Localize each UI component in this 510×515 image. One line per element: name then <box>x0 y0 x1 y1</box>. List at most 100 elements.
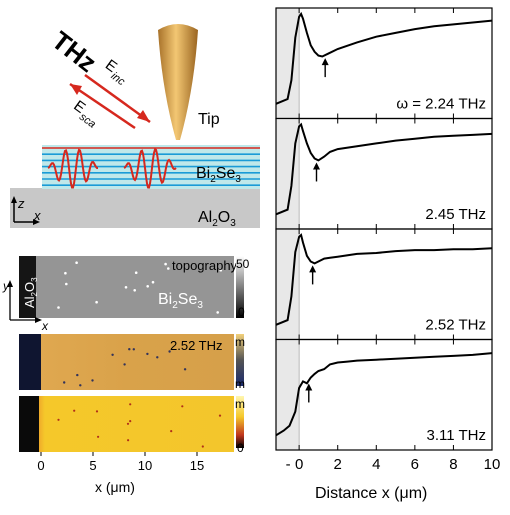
maps-y-label: y <box>2 279 10 293</box>
series-line <box>275 352 493 437</box>
substrate-shade <box>276 339 300 450</box>
topography-particle <box>75 261 78 265</box>
maps-x-arrowhead <box>35 317 42 323</box>
heat-cbar-bottom-label: 0 <box>237 441 244 455</box>
topography-particle <box>167 267 170 270</box>
series-label: ω = 2.24 THz <box>396 96 486 113</box>
thz-particle <box>128 348 131 351</box>
scattered-beam <box>69 82 136 130</box>
heat-map-particles <box>57 403 222 448</box>
maps-x-label: x <box>41 319 49 333</box>
film-quintuple-layers <box>42 147 260 186</box>
topography-particle <box>57 306 60 309</box>
feature-arrowhead <box>313 162 320 170</box>
topography-particle <box>65 282 68 286</box>
topography-colorbar <box>236 256 244 318</box>
heat-particle <box>170 430 173 433</box>
thz-map-label: 2.52 THz <box>170 338 223 353</box>
substrate-shade <box>276 118 300 229</box>
tip-label: Tip <box>198 111 220 128</box>
heat-particle <box>97 435 100 438</box>
heat-colorbar <box>236 396 244 448</box>
guided-wave-right <box>123 148 177 189</box>
thz-particle <box>168 350 171 353</box>
topography-particle <box>219 268 223 272</box>
x-tick-label: 6 <box>411 456 419 473</box>
scattered-beam-arrowhead <box>70 84 82 95</box>
topography-particle <box>64 271 67 275</box>
thz-particle <box>62 381 66 384</box>
thz-particle <box>111 353 114 356</box>
maps-x-ticks: 0 5 10 15 <box>37 452 204 473</box>
line-profile-chart: ω = 2.24 THz 2.45 THz 2.52 THz 3.11 THz 0 2 4 6… <box>275 7 501 473</box>
topo-cbar-top-label: 50 <box>236 257 250 271</box>
heat-particle <box>218 414 222 417</box>
incident-beam-arrowhead <box>137 110 150 122</box>
series-line <box>275 233 493 326</box>
series-line <box>275 11 493 105</box>
series-label: 2.52 THz <box>425 317 486 334</box>
topography-particle <box>124 286 128 289</box>
thz-map-particles <box>62 348 187 387</box>
schematic-z-label: z <box>17 196 25 211</box>
substrate-shade <box>276 229 300 340</box>
thz-cbar-top-label: m <box>235 335 245 349</box>
feature-arrowhead <box>321 58 329 66</box>
thz-map <box>19 334 234 390</box>
topography-particles <box>57 261 223 314</box>
maps-y-arrowhead <box>7 280 13 287</box>
near-field-maps: topography Bi2Se3 Al2O3 50 0 y x 2.52 TH… <box>2 256 250 495</box>
x-axis-arrowhead <box>33 219 40 225</box>
series-line <box>275 122 493 216</box>
tip-shape <box>158 24 198 140</box>
heat-particle <box>129 403 132 406</box>
x-tick-label: 4 <box>372 456 380 473</box>
topo-film-label: Bi2Se3 <box>158 291 203 311</box>
heat-particle <box>127 439 130 442</box>
panel-frame <box>275 338 493 451</box>
x-tick-label: - <box>286 456 291 473</box>
x-tick-label: 10 <box>484 456 501 473</box>
thz-particle <box>79 384 82 387</box>
maps-x-tick-label: 10 <box>138 458 152 473</box>
series-label: 2.45 THz <box>425 206 486 223</box>
heat-particle <box>73 409 76 412</box>
heat-map <box>19 396 234 452</box>
heat-cbar-top-label: m <box>235 397 245 411</box>
thz-particle <box>183 368 187 371</box>
heat-particle <box>201 445 204 448</box>
topography-particle <box>164 262 167 266</box>
heat-particle <box>129 420 132 423</box>
thz-map-substrate <box>19 334 41 390</box>
topography-particle <box>95 300 98 304</box>
series-label: 3.11 THz <box>427 427 486 444</box>
topography-particle <box>133 289 136 292</box>
thz-cbar-bottom-label: m <box>235 377 245 391</box>
schematic-x-label: x <box>33 208 41 223</box>
x-tick-label: 0 <box>295 456 303 473</box>
feature-arrowhead <box>309 265 317 273</box>
feature-arrowhead <box>305 383 313 391</box>
topography-particle <box>146 285 149 288</box>
substrate-block <box>10 188 260 228</box>
chart-xlabel: Distance x (μm) <box>315 485 427 502</box>
guided-wave-left <box>47 148 98 189</box>
maps-xlabel: x (μm) <box>95 479 135 495</box>
heat-particle <box>126 422 130 425</box>
thz-particle <box>132 348 135 351</box>
topography-substrate-region <box>19 256 36 318</box>
thz-particle <box>123 363 126 366</box>
thz-particle <box>146 352 149 356</box>
heat-particle <box>95 410 99 413</box>
substrate-label: Al2O3 <box>198 209 236 229</box>
substrate-shade <box>276 8 300 119</box>
incident-beam <box>84 73 151 124</box>
topo-substrate-label: Al2O3 <box>22 277 39 308</box>
z-axis-arrowhead <box>11 196 17 203</box>
thz-particle <box>91 379 94 382</box>
schematic-panel: THz E inc E sca Tip Al2O3 Bi2Se3 z <box>10 24 260 229</box>
topography-particle <box>151 280 155 284</box>
thz-particle <box>76 373 79 377</box>
topography-particle <box>216 311 219 314</box>
